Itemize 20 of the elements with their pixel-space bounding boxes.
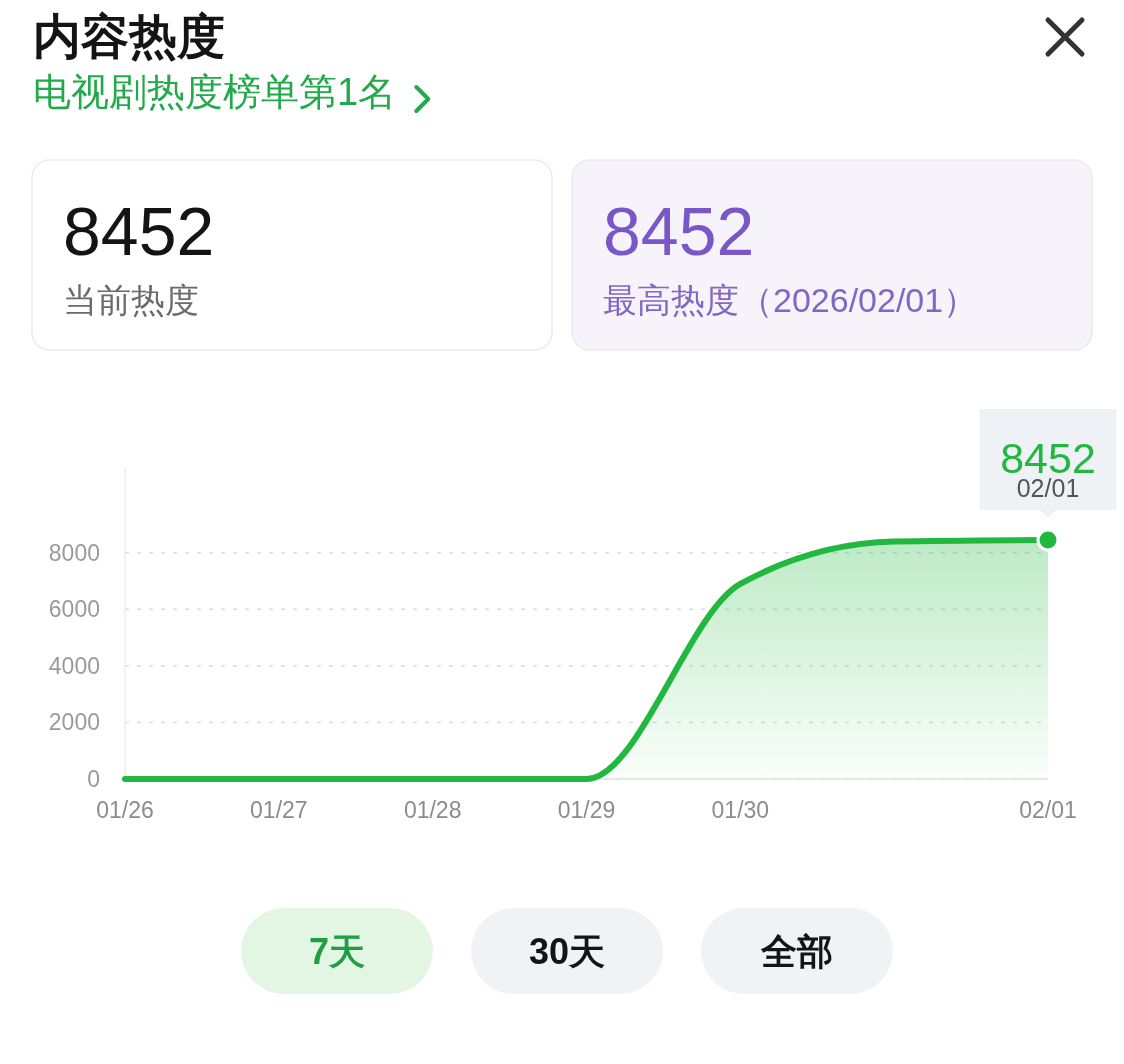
text: 7天 [308, 931, 366, 972]
text: 全部 [760, 931, 833, 972]
y-tick-label: 4000 [48, 652, 100, 679]
x-tick-label: 01/29 [557, 797, 616, 823]
x-tick-label: 01/27 [250, 797, 308, 823]
x-tick-label: 01/30 [711, 797, 770, 823]
x-tick-label: 02/01 [1019, 797, 1077, 823]
text: 当前热度 [63, 281, 199, 319]
y-tick-label: 6000 [48, 596, 100, 623]
text: 电视剧热度榜单第1名 [33, 71, 397, 113]
text: 内容热度 [33, 10, 225, 63]
text: 8452 [603, 193, 755, 269]
y-tick-label: 0 [87, 766, 100, 792]
text: 8452 [63, 193, 215, 269]
text: 最高热度（2026/02/01） [603, 281, 978, 319]
text: 30天 [528, 931, 606, 972]
y-tick-label: 8000 [48, 539, 100, 566]
y-tick-label: 2000 [48, 709, 100, 736]
x-tick-label: 01/26 [96, 797, 154, 823]
x-tick-label: 01/28 [403, 797, 462, 823]
